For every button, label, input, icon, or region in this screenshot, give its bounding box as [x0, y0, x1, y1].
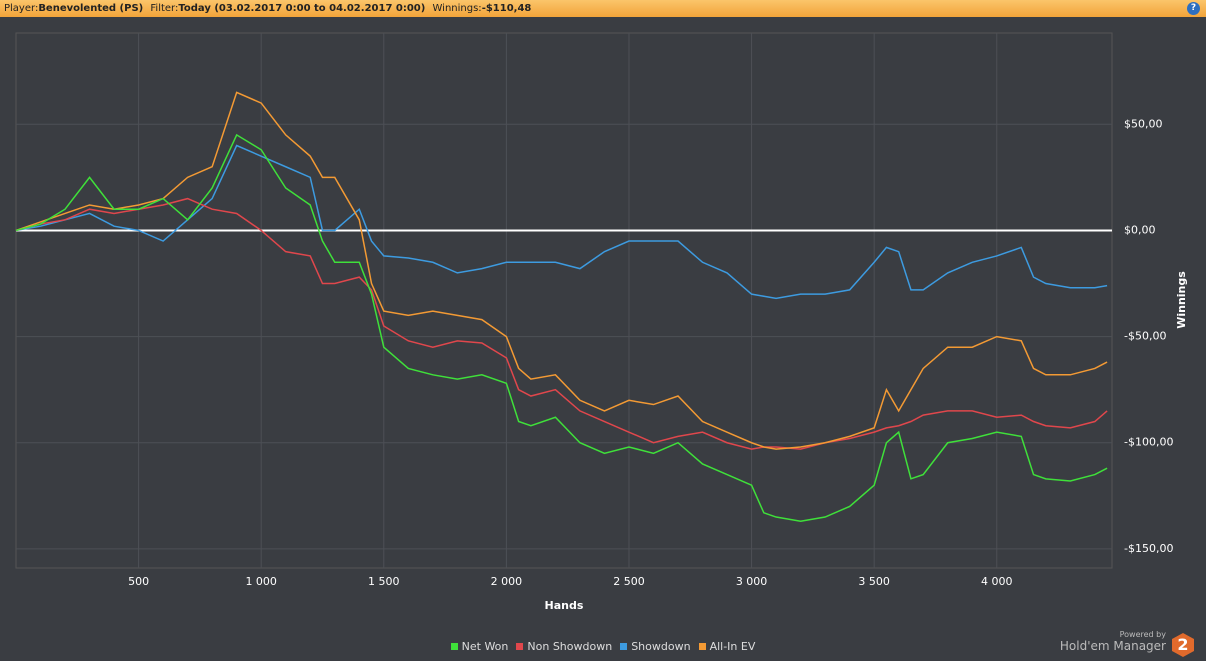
- legend-swatch: [450, 643, 458, 650]
- plot-area: [15, 32, 1113, 569]
- filter-label: Filter:: [150, 3, 179, 14]
- y-axis-label: Winnings: [1175, 271, 1188, 329]
- y-tick-label: $0,00: [1124, 223, 1156, 236]
- version-badge: 2: [1172, 633, 1194, 657]
- y-tick-label: -$50,00: [1124, 330, 1166, 343]
- legend-label: All-In EV: [709, 640, 756, 653]
- legend-label: Net Won: [461, 640, 509, 653]
- x-axis-label: Hands: [545, 599, 584, 612]
- winnings-label: Winnings:: [432, 3, 482, 14]
- filter: Today (03.02.2017 0:00 to 04.02.2017 0:0…: [178, 3, 426, 14]
- y-tick-label: $50,00: [1124, 117, 1163, 130]
- legend-label: Showdown: [631, 640, 691, 653]
- legend: Net Won Non Showdown Showdown All-In EV: [0, 640, 1206, 653]
- x-tick-label: 3 500: [858, 575, 890, 588]
- legend-item[interactable]: All-In EV: [698, 640, 756, 653]
- legend-item[interactable]: Net Won: [450, 640, 509, 653]
- series-line: [15, 144, 1108, 300]
- help-button[interactable]: ?: [1187, 2, 1200, 15]
- series-line: [15, 197, 1108, 450]
- series-line: [15, 91, 1108, 450]
- x-tick-label: 2 500: [613, 575, 645, 588]
- powered-by: Powered by: [1119, 630, 1166, 639]
- winnings: -$110,48: [481, 3, 532, 14]
- x-tick-label: 2 000: [491, 575, 523, 588]
- x-tick-label: 1 000: [245, 575, 277, 588]
- x-tick-label: 500: [128, 575, 149, 588]
- brand: Hold'em Manager: [1059, 639, 1166, 653]
- player: Benevolented (PS): [38, 3, 144, 14]
- series-line: [15, 133, 1108, 523]
- x-tick-label: 4 000: [981, 575, 1013, 588]
- x-tick-label: 3 000: [736, 575, 768, 588]
- logo: Powered by Hold'em Manager 2: [1059, 630, 1194, 657]
- y-tick-label: -$150,00: [1124, 542, 1173, 555]
- header-bar: Player:Benevolented (PS) Filter:Today (0…: [0, 0, 1206, 17]
- legend-item[interactable]: Non Showdown: [516, 640, 612, 653]
- legend-label: Non Showdown: [527, 640, 613, 653]
- y-tick-label: -$100,00: [1124, 436, 1173, 449]
- legend-item[interactable]: Showdown: [620, 640, 691, 653]
- x-tick-label: 1 500: [368, 575, 400, 588]
- legend-swatch: [516, 643, 524, 650]
- player-label: Player:: [4, 3, 39, 14]
- legend-swatch: [620, 643, 628, 650]
- legend-swatch: [698, 643, 706, 650]
